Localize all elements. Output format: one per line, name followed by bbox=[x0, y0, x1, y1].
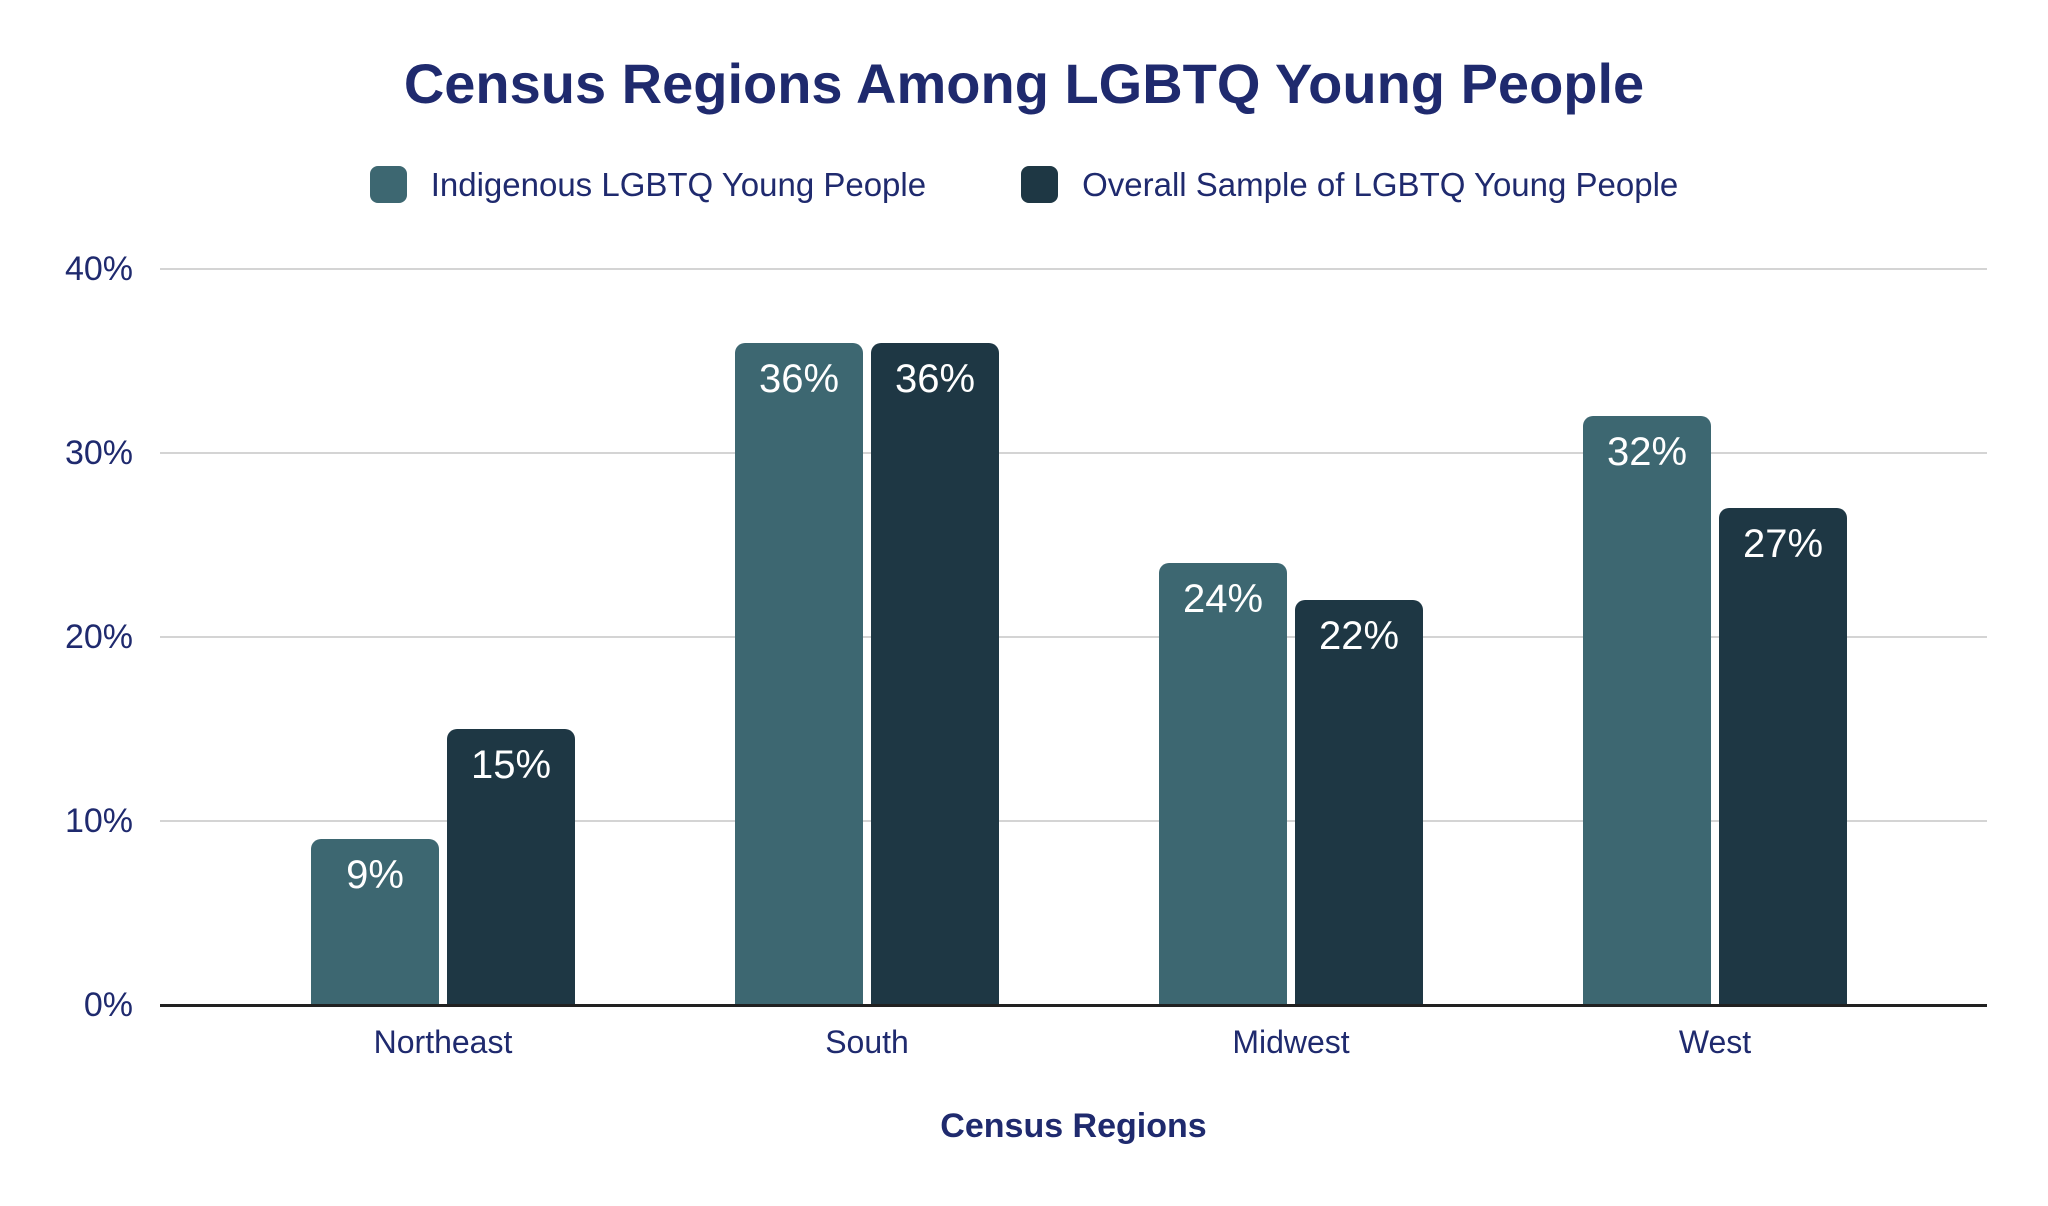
bar-west-overall-sample: 27% bbox=[1719, 508, 1847, 1005]
legend-label-overall: Overall Sample of LGBTQ Young People bbox=[1082, 166, 1679, 203]
y-tick-label-0%: 0% bbox=[83, 986, 133, 1024]
y-tick-label-30%: 30% bbox=[64, 434, 133, 472]
x-axis-labels: Northeast South Midwest West bbox=[231, 1020, 1927, 1064]
x-axis-title: Census Regions bbox=[940, 1107, 1207, 1145]
plot-area: 9% 15% 36% 36% 24% 22% 32% 27% bbox=[160, 268, 1987, 1007]
bar-group-south: 36% 36% bbox=[655, 269, 1079, 1005]
bar-value-label: 15% bbox=[470, 743, 552, 787]
gridline-30% bbox=[160, 452, 1987, 454]
legend-item-overall: Overall Sample of LGBTQ Young People bbox=[1021, 166, 1678, 203]
bar-group-west: 32% 27% bbox=[1503, 269, 1927, 1005]
x-category-label-northeast: Northeast bbox=[373, 1024, 513, 1060]
legend: Indigenous LGBTQ Young People Overall Sa… bbox=[0, 166, 2048, 203]
bar-value-label: 32% bbox=[1606, 430, 1688, 475]
y-tick-label-20%: 20% bbox=[64, 618, 133, 656]
bar-value-label: 27% bbox=[1742, 522, 1824, 567]
bar-midwest-overall-sample: 22% bbox=[1295, 600, 1423, 1005]
y-tick-label-10%: 10% bbox=[64, 802, 133, 840]
bar-south-indigenous: 36% bbox=[735, 342, 863, 1005]
bar-group-midwest: 24% 22% bbox=[1079, 269, 1503, 1005]
x-category-label-south: South bbox=[825, 1024, 909, 1060]
bar-value-label: 22% bbox=[1318, 614, 1400, 659]
gridline-40% bbox=[160, 268, 1987, 270]
legend-swatch-indigenous bbox=[369, 166, 407, 203]
bar-value-label: 24% bbox=[1182, 577, 1264, 622]
x-axis-line bbox=[160, 1003, 1987, 1007]
legend-label-indigenous: Indigenous LGBTQ Young People bbox=[430, 166, 927, 203]
bar-west-indigenous: 32% bbox=[1583, 416, 1711, 1005]
bar-northeast-indigenous: 9% bbox=[311, 839, 439, 1005]
bar-group-northeast: 9% 15% bbox=[231, 269, 655, 1005]
legend-item-indigenous: Indigenous LGBTQ Young People bbox=[369, 166, 927, 203]
chart-title: Census Regions Among LGBTQ Young People bbox=[403, 52, 1645, 115]
legend-swatch-overall bbox=[1021, 166, 1059, 203]
x-category-label-west: West bbox=[1678, 1024, 1752, 1060]
gridline-10% bbox=[160, 820, 1987, 822]
bar-south-overall-sample: 36% bbox=[871, 342, 999, 1005]
bar-northeast-overall-sample: 15% bbox=[447, 729, 575, 1005]
bar-groups: 9% 15% 36% 36% 24% 22% 32% 27% bbox=[231, 269, 1927, 1005]
y-axis-ticks: 0% 10% 20% 30% 40% bbox=[0, 250, 146, 1024]
bar-value-label: 36% bbox=[894, 356, 976, 401]
bar-midwest-indigenous: 24% bbox=[1159, 563, 1287, 1005]
gridline-20% bbox=[160, 636, 1987, 638]
bar-value-label: 36% bbox=[758, 356, 840, 401]
bar-value-label: 9% bbox=[346, 853, 404, 898]
x-category-label-midwest: Midwest bbox=[1232, 1024, 1350, 1060]
y-tick-label-40%: 40% bbox=[64, 250, 133, 288]
